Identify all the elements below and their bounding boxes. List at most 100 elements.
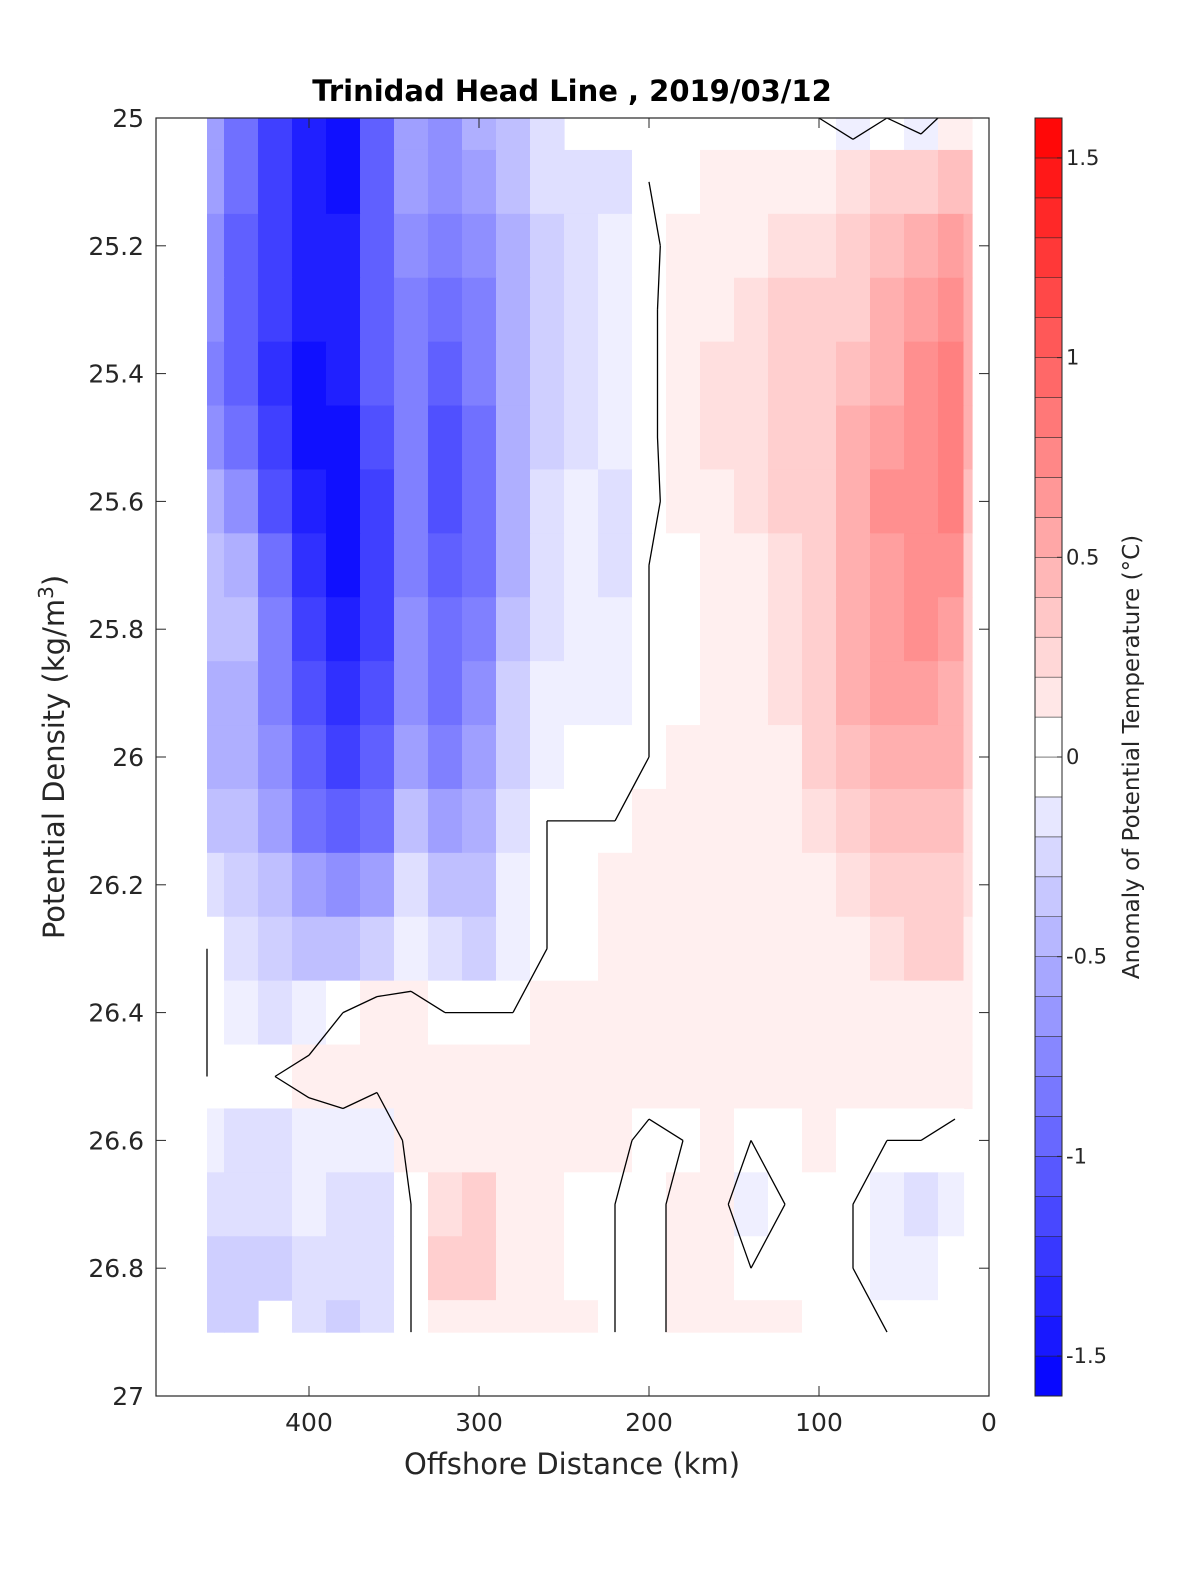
colorbar-segment	[1034, 956, 1063, 997]
heatmap-cell	[836, 213, 871, 279]
heatmap-cell	[394, 597, 429, 662]
heatmap-cell	[938, 118, 965, 151]
heatmap-cell	[207, 1172, 225, 1237]
heatmap-cell	[360, 277, 395, 343]
heatmap-cell	[207, 725, 225, 790]
heatmap-cell	[904, 597, 939, 662]
x-axis-label: Offshore Distance (km)	[404, 1447, 740, 1481]
colorbar-segment	[1034, 1116, 1063, 1157]
heatmap-cell	[963, 341, 973, 407]
heatmap-cell	[530, 1236, 565, 1301]
heatmap-cell	[938, 725, 965, 790]
heatmap-cell	[428, 916, 463, 982]
heatmap-cell	[904, 469, 939, 534]
heatmap-cell	[326, 1044, 361, 1110]
heatmap-cell	[870, 533, 905, 598]
heatmap-cell	[700, 1172, 735, 1237]
heatmap-cell	[802, 469, 837, 534]
heatmap-cell	[963, 852, 973, 918]
heatmap-cell	[326, 277, 361, 343]
heatmap-cell	[207, 1044, 225, 1110]
heatmap-cell	[428, 1044, 463, 1110]
y-tick-label: 25.2	[88, 232, 144, 261]
heatmap-cell	[207, 405, 225, 471]
heatmap-cell	[963, 118, 973, 151]
colorbar-tick-label: 0.5	[1066, 545, 1099, 569]
heatmap-cell	[360, 149, 395, 215]
y-tick-label: 25.4	[88, 360, 144, 389]
heatmap-cell	[394, 469, 429, 534]
heatmap-cell	[224, 533, 259, 598]
heatmap-cell	[207, 469, 225, 534]
y-tick-label: 25.8	[88, 615, 144, 644]
heatmap-cell	[904, 1236, 939, 1301]
heatmap-cell	[768, 533, 803, 598]
heatmap-cell	[734, 213, 769, 279]
heatmap-cell	[802, 341, 837, 407]
heatmap-cell	[326, 1172, 361, 1237]
heatmap-cell	[428, 1236, 463, 1301]
heatmap-cell	[963, 533, 973, 598]
heatmap-cell	[904, 277, 939, 343]
colorbar-segment	[1034, 1236, 1063, 1277]
heatmap-cell	[963, 597, 973, 662]
x-tick-label: 100	[795, 1408, 843, 1437]
heatmap-cell	[394, 788, 429, 854]
heatmap-cell	[462, 149, 497, 215]
heatmap-cell	[224, 118, 259, 151]
heatmap-cell	[870, 916, 905, 982]
heatmap-cell	[904, 788, 939, 854]
heatmap-cell	[700, 788, 735, 854]
heatmap-cell	[666, 1236, 701, 1301]
heatmap-cell	[632, 852, 667, 918]
heatmap-cell	[564, 469, 599, 534]
heatmap-cell	[904, 149, 939, 215]
heatmap-cell	[462, 1044, 497, 1110]
heatmap-cell	[496, 213, 531, 279]
heatmap-cell	[207, 980, 225, 1046]
heatmap-cell	[802, 533, 837, 598]
heatmap-cell	[496, 1236, 531, 1301]
heatmap-cell	[394, 1108, 429, 1173]
heatmap-cell	[428, 213, 463, 279]
heatmap-cell	[963, 469, 973, 534]
heatmap-cell	[394, 661, 429, 726]
heatmap-cell	[207, 341, 225, 407]
heatmap-cell	[632, 469, 667, 534]
heatmap-cell	[938, 1172, 965, 1237]
colorbar-segment	[1034, 1355, 1063, 1397]
heatmap-cell	[632, 405, 667, 471]
heatmap-cell	[768, 469, 803, 534]
y-tick-label: 25.6	[88, 487, 144, 516]
heatmap-cell	[700, 469, 735, 534]
heatmap-cell	[496, 661, 531, 726]
heatmap-cell	[938, 597, 965, 662]
heatmap-cell	[938, 980, 965, 1046]
heatmap-cell	[666, 1300, 701, 1333]
heatmap-cell	[530, 661, 565, 726]
heatmap-cell	[462, 405, 497, 471]
heatmap-cell	[700, 725, 735, 790]
heatmap-cell	[870, 852, 905, 918]
heatmap-cell	[207, 788, 225, 854]
heatmap-cell	[836, 597, 871, 662]
y-tick-label: 26.4	[88, 999, 144, 1028]
heatmap-cell	[224, 1044, 259, 1110]
heatmap-cell	[836, 469, 871, 534]
heatmap-cell	[870, 597, 905, 662]
heatmap-cell	[530, 118, 565, 151]
heatmap-cell	[802, 597, 837, 662]
heatmap-cell	[428, 533, 463, 598]
heatmap-cell	[870, 277, 905, 343]
heatmap-cell	[598, 341, 633, 407]
colorbar-tick-label: -0.5	[1066, 945, 1107, 969]
heatmap-cell	[802, 149, 837, 215]
colorbar-segment	[1034, 477, 1063, 518]
heatmap-cell	[258, 852, 293, 918]
heatmap-cell	[564, 597, 599, 662]
heatmap-cell	[258, 1172, 293, 1237]
heatmap-cell	[734, 341, 769, 407]
heatmap-cell	[700, 533, 735, 598]
heatmap-cell	[700, 852, 735, 918]
heatmap-cell	[836, 916, 871, 982]
